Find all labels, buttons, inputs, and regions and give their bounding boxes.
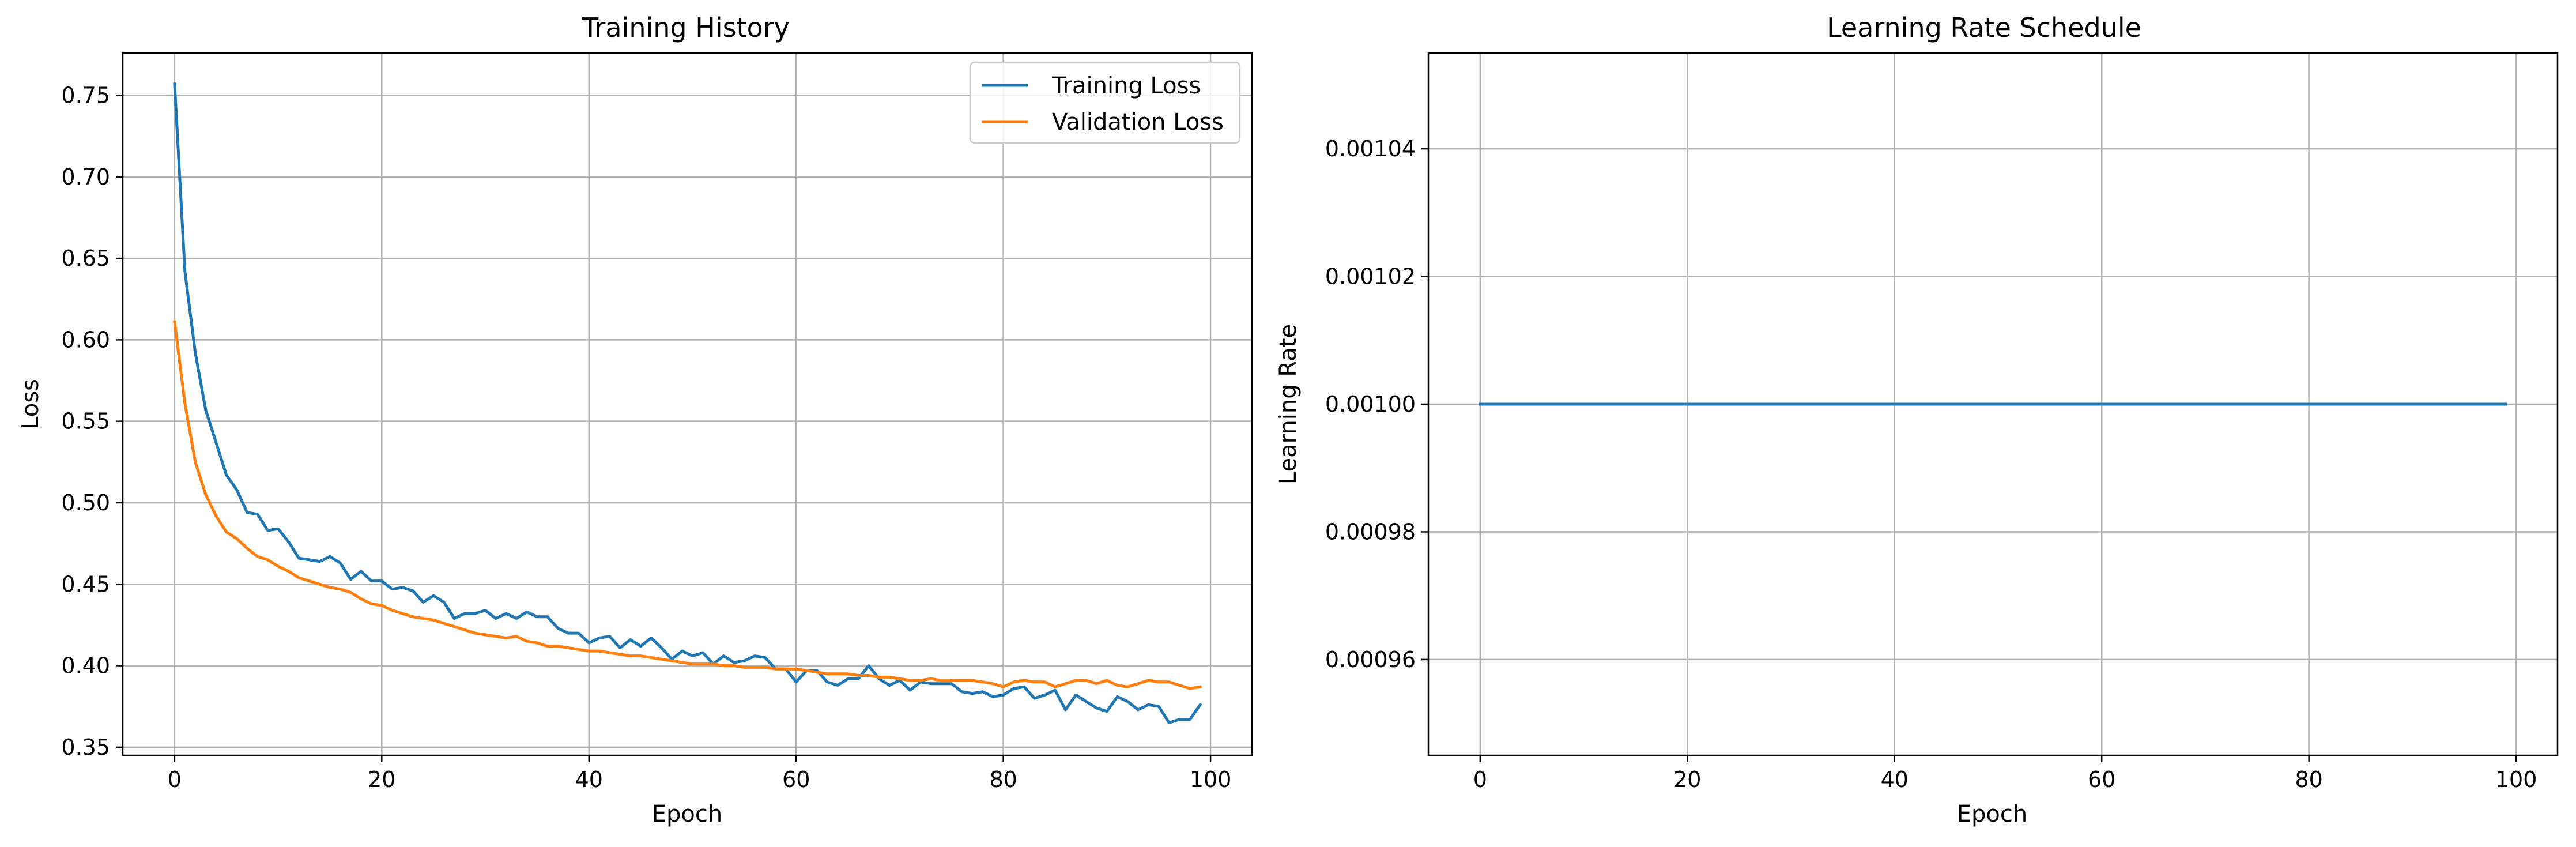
legend: Training Loss Validation Loss	[969, 61, 1241, 144]
y-tick-label: 0.75	[61, 82, 110, 108]
y-tick-label: 0.65	[61, 246, 110, 271]
grid	[123, 53, 1252, 755]
y-tick-label: 0.00096	[1325, 647, 1416, 672]
x-tick-label: 80	[2295, 767, 2322, 792]
legend-label-training: Training Loss	[1051, 73, 1201, 99]
y-tick-label: 0.40	[61, 653, 110, 679]
x-tick-label: 0	[1473, 767, 1487, 792]
chart-title: Training History	[582, 12, 790, 43]
y-tick-label: 0.55	[61, 409, 110, 434]
tick-group: 0 20 40 60 80 100 0.00096 0.00098 0.00100 0.00102…	[1325, 136, 2537, 792]
y-axis-label: Loss	[17, 379, 44, 430]
learning-rate-chart: Learning Rate Schedule 0 20 40 60 80 100 0.000…	[1275, 12, 2559, 827]
x-tick-label: 60	[782, 767, 810, 792]
y-tick-label: 0.60	[61, 327, 110, 352]
series-line-training-loss	[173, 82, 1202, 724]
legend-box	[969, 61, 1241, 144]
chart-title: Learning Rate Schedule	[1827, 12, 2141, 43]
x-tick-label: 40	[575, 767, 603, 792]
x-axis-label: Epoch	[1957, 801, 2027, 827]
plot-frame	[122, 52, 1253, 756]
x-tick-label: 40	[1881, 767, 1909, 792]
x-tick-label: 20	[1673, 767, 1701, 792]
series-line-validation-loss	[173, 320, 1202, 690]
y-tick-label: 0.50	[61, 490, 110, 515]
tick-group: 0 20 40 60 80 100 0.35 0.40 0.45 0.50 0.55 0.60 0.65…	[61, 82, 1231, 792]
x-tick-label: 0	[168, 767, 182, 792]
y-tick-label: 0.00102	[1325, 264, 1416, 289]
y-axis-label: Learning Rate	[1275, 324, 1302, 484]
y-tick-label: 0.70	[61, 164, 110, 190]
y-tick-label: 0.00100	[1325, 391, 1416, 417]
training-history-chart: Training History 0 20 40 60 80 100 0.35 0.40 0.4…	[17, 12, 1253, 827]
y-tick-label: 0.35	[61, 735, 110, 760]
legend-label-validation: Validation Loss	[1052, 109, 1224, 135]
y-tick-label: 0.45	[61, 571, 110, 597]
series-group	[173, 82, 1202, 724]
y-tick-label: 0.00098	[1325, 519, 1416, 544]
y-tick-label: 0.00104	[1325, 136, 1416, 161]
x-tick-label: 20	[368, 767, 395, 792]
x-axis-label: Epoch	[652, 801, 722, 827]
x-tick-label: 100	[2495, 767, 2537, 792]
x-tick-label: 80	[989, 767, 1017, 792]
x-tick-label: 100	[1190, 767, 1232, 792]
x-tick-label: 60	[2088, 767, 2115, 792]
